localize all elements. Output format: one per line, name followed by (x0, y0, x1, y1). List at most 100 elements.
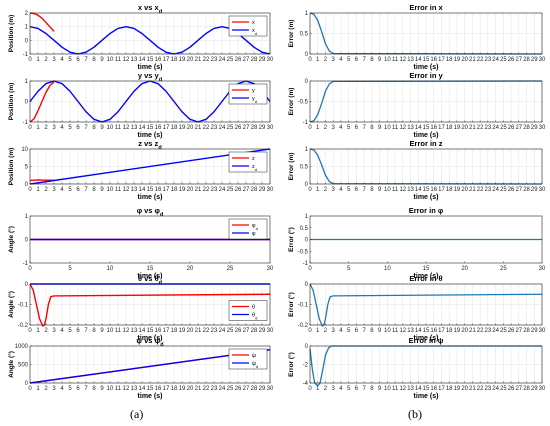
x-tick-label: 11 (392, 386, 399, 392)
x-tick-label: 9 (378, 125, 382, 131)
chart-8: 0 1 2 3 4 5 6 7 8 9 10 11 12 13 14 15 16 17 18 19 20 21 22 23 24… (288, 71, 546, 139)
legend-label: zd (252, 164, 257, 172)
x-axis-label: time (s) (414, 273, 439, 280)
x-tick-label: 16 (155, 187, 162, 193)
x-tick-label: 25 (500, 125, 507, 131)
x-tick-label: 23 (485, 125, 492, 131)
x-tick-label: 24 (492, 187, 499, 193)
x-tick-label: 1 (36, 386, 40, 392)
x-tick-label: 27 (515, 125, 522, 131)
x-tick-label: 2 (44, 328, 48, 334)
x-tick-label: 16 (155, 57, 162, 63)
x-tick-label: 22 (203, 187, 210, 193)
x-tick-label: 25 (227, 266, 234, 272)
x-tick-label: 29 (259, 386, 266, 392)
x-tick-label: 13 (131, 386, 138, 392)
x-tick-label: 12 (399, 57, 406, 63)
x-tick-label: 5 (68, 125, 72, 131)
y-tick-label: -0.1 (298, 303, 309, 309)
x-tick-label: 22 (477, 187, 484, 193)
x-tick-label: 7 (84, 386, 88, 392)
x-tick-label: 14 (415, 125, 422, 131)
x-tick-label: 6 (355, 386, 359, 392)
x-tick-label: 18 (171, 328, 178, 334)
x-tick-label: 2 (324, 57, 328, 63)
x-tick-label: 12 (123, 125, 130, 131)
chart-title: Error in φ (409, 206, 444, 215)
y-tick-label: 0.5 (300, 226, 309, 232)
x-tick-label: 14 (139, 187, 146, 193)
x-tick-label: 7 (84, 328, 88, 334)
x-tick-label: 2 (324, 187, 328, 193)
x-tick-label: 9 (378, 328, 382, 334)
x-tick-label: 5 (347, 187, 351, 193)
y-tick-label: 0 (305, 52, 309, 58)
x-tick-label: 30 (267, 125, 274, 131)
x-tick-label: 30 (267, 266, 274, 272)
x-tick-label: 0 (308, 266, 312, 272)
y-tick-label: 0 (25, 100, 29, 106)
x-tick-label: 3 (332, 386, 336, 392)
x-tick-label: 12 (399, 125, 406, 131)
x-tick-label: 19 (454, 125, 461, 131)
y-tick-label: 500 (18, 363, 29, 369)
x-tick-label: 5 (347, 57, 351, 63)
x-tick-label: 1 (316, 57, 320, 63)
x-tick-label: 4 (339, 57, 343, 63)
x-tick-label: 11 (115, 125, 122, 131)
x-tick-label: 15 (147, 386, 154, 392)
x-tick-label: 2 (44, 57, 48, 63)
x-tick-label: 29 (531, 57, 538, 63)
x-tick-label: 30 (539, 386, 546, 392)
x-tick-label: 7 (362, 386, 366, 392)
x-tick-label: 11 (115, 187, 122, 193)
y-tick-label: -0.5 (298, 100, 309, 106)
x-tick-label: 25 (227, 187, 234, 193)
x-tick-label: 18 (446, 57, 453, 63)
x-tick-label: 16 (430, 187, 437, 193)
x-tick-label: 11 (392, 187, 399, 193)
chart-title: Error in y (409, 71, 443, 80)
legend-box (228, 151, 268, 173)
x-tick-label: 6 (355, 187, 359, 193)
x-tick-label: 9 (100, 187, 104, 193)
y-tick-label: 0 (25, 182, 29, 188)
x-axis-label: time (s) (414, 64, 439, 71)
x-tick-label: 14 (139, 328, 146, 334)
x-tick-label: 26 (235, 125, 242, 131)
x-tick-label: 21 (469, 57, 476, 63)
x-tick-label: 10 (107, 57, 114, 63)
x-tick-label: 15 (147, 266, 154, 272)
chart-5: 0 1 2 3 4 5 6 7 8 9 10 11 12 13 14 15 16 17 18 19 20 21 22 23 24… (7, 274, 274, 342)
x-tick-label: 6 (355, 125, 359, 131)
x-tick-label: 7 (362, 187, 366, 193)
x-tick-label: 4 (60, 386, 64, 392)
x-tick-label: 15 (147, 328, 154, 334)
chart-title: Error in ψ (409, 336, 444, 345)
x-tick-label: 0 (308, 187, 312, 193)
x-tick-label: 21 (469, 386, 476, 392)
x-tick-label: 27 (515, 386, 522, 392)
legend-label: y (252, 88, 255, 94)
x-tick-label: 20 (187, 328, 194, 334)
x-tick-label: 11 (115, 57, 122, 63)
x-tick-label: 5 (68, 187, 72, 193)
y-tick-label: 1 (25, 79, 29, 85)
x-tick-label: 5 (347, 386, 351, 392)
x-tick-label: 28 (251, 386, 258, 392)
x-tick-label: 10 (384, 187, 391, 193)
x-tick-label: 4 (339, 187, 343, 193)
x-tick-label: 30 (539, 125, 546, 131)
x-tick-label: 5 (347, 266, 351, 272)
x-tick-label: 10 (107, 266, 114, 272)
y-tick-label: -0.1 (18, 303, 29, 309)
x-tick-label: 15 (423, 125, 430, 131)
x-tick-label: 23 (211, 187, 218, 193)
x-tick-label: 24 (219, 187, 226, 193)
legend-box (228, 348, 268, 370)
legend-label: z (252, 156, 255, 162)
x-tick-label: 19 (454, 187, 461, 193)
x-tick-label: 14 (139, 57, 146, 63)
